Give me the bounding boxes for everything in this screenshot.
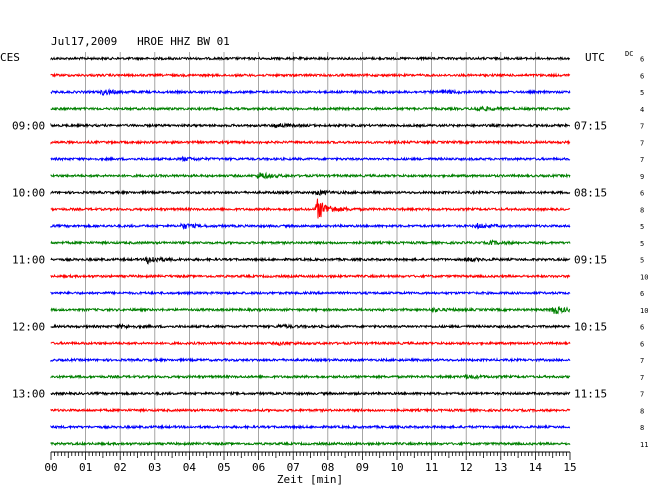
right-time-label: 08:15 xyxy=(574,187,607,200)
trace-1 xyxy=(50,55,571,62)
x-tick-label: 11 xyxy=(425,461,438,474)
trace-16 xyxy=(50,305,571,315)
trace-17 xyxy=(50,323,571,330)
trace-11 xyxy=(50,222,571,230)
trace-8 xyxy=(50,171,571,180)
x-tick-label: 12 xyxy=(460,461,473,474)
dc-value: 6 xyxy=(640,56,644,64)
right-axis-label: UTC xyxy=(585,51,605,64)
trace-22 xyxy=(50,407,571,414)
dc-value: 7 xyxy=(640,357,644,365)
dc-value: 8 xyxy=(640,424,644,432)
x-tick-label: 07 xyxy=(287,461,300,474)
trace-2 xyxy=(50,72,571,79)
x-tick-label: 06 xyxy=(252,461,265,474)
dc-value: 6 xyxy=(640,340,644,348)
dc-value: 6 xyxy=(640,190,644,198)
traces xyxy=(50,55,571,447)
trace-23 xyxy=(50,423,571,431)
dc-value: 7 xyxy=(640,123,644,131)
x-tick-label: 01 xyxy=(79,461,92,474)
right-time-label: 07:15 xyxy=(574,120,607,133)
x-tick-label: 03 xyxy=(148,461,161,474)
dc-value: 6 xyxy=(640,290,644,298)
trace-21 xyxy=(50,390,571,397)
trace-7 xyxy=(50,155,571,163)
dc-value: 5 xyxy=(640,257,644,265)
x-axis: 00 01 02 03 04 05 06 07 08 09 10 11 12 13 14 15 xyxy=(44,451,577,474)
x-tick-label: 04 xyxy=(183,461,197,474)
left-time-label: 13:00 xyxy=(12,388,45,401)
left-axis-label: CES xyxy=(0,51,20,64)
x-axis-label: Zeit [min] xyxy=(277,473,343,486)
right-time-label: 09:15 xyxy=(574,254,607,267)
x-tick-label: 08 xyxy=(321,461,334,474)
x-tick-label: 02 xyxy=(114,461,127,474)
chart-title: Jul17,2009 HROE HHZ BW 01 xyxy=(51,35,230,48)
dc-value: 6 xyxy=(640,324,644,332)
trace-19 xyxy=(50,357,571,363)
dc-value: 5 xyxy=(640,240,644,248)
trace-6 xyxy=(50,139,571,146)
trace-4 xyxy=(50,105,571,112)
trace-24 xyxy=(50,440,571,447)
x-tick-label: 00 xyxy=(44,461,57,474)
dc-value: 6 xyxy=(640,72,644,80)
dc-value: 7 xyxy=(640,391,644,399)
x-tick-label: 15 xyxy=(563,461,576,474)
left-time-label: 10:00 xyxy=(12,187,45,200)
x-tick-label: 09 xyxy=(356,461,369,474)
dc-value: 7 xyxy=(640,374,644,382)
dc-value: 5 xyxy=(640,223,644,231)
trace-20 xyxy=(50,373,571,381)
dc-value: 8 xyxy=(640,407,644,415)
left-time-label: 09:00 xyxy=(12,120,45,133)
dc-label: DC xyxy=(625,50,633,58)
x-tick-label: 14 xyxy=(529,461,543,474)
left-time-label: 12:00 xyxy=(12,321,45,334)
trace-5 xyxy=(50,122,571,129)
time-labels: 09:00 10:00 11:00 12:00 13:00 07:15 08:15 09:15… xyxy=(12,56,648,449)
x-tick-label: 10 xyxy=(390,461,403,474)
right-time-label: 10:15 xyxy=(574,321,607,334)
dc-value: 10 xyxy=(640,307,648,315)
trace-13 xyxy=(50,256,571,265)
trace-15 xyxy=(50,290,571,296)
trace-18 xyxy=(50,340,571,347)
x-tick-label: 13 xyxy=(494,461,507,474)
dc-value: 4 xyxy=(640,106,644,114)
dc-value: 5 xyxy=(640,89,644,97)
trace-12 xyxy=(50,239,571,246)
dc-value: 7 xyxy=(640,156,644,164)
dc-value: 8 xyxy=(640,206,644,214)
dc-value: 7 xyxy=(640,139,644,147)
trace-3 xyxy=(50,88,571,96)
right-time-label: 11:15 xyxy=(574,388,607,401)
x-tick-label: 05 xyxy=(217,461,230,474)
dc-value: 9 xyxy=(640,173,644,181)
left-time-label: 11:00 xyxy=(12,254,45,267)
dc-value: 10 xyxy=(640,273,648,281)
trace-14 xyxy=(50,273,571,280)
trace-10 xyxy=(50,198,571,219)
dc-value: 11 xyxy=(640,441,648,449)
grid xyxy=(85,52,536,452)
trace-9 xyxy=(50,188,571,196)
